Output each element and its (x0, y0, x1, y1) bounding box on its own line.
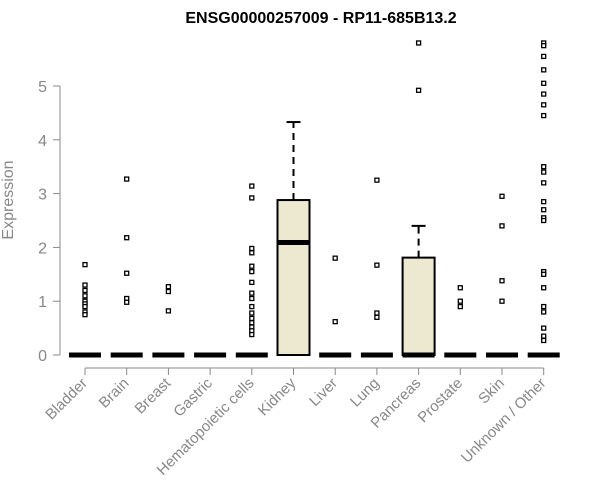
x-tick-label: Breast (132, 374, 175, 417)
outlier-point (332, 318, 338, 325)
box-group (319, 255, 352, 358)
chart-title: ENSG00000257009 - RP11-685B13.2 (185, 10, 456, 27)
outlier-point (415, 87, 422, 93)
outlier-point (249, 245, 255, 252)
outlier-point (457, 303, 463, 310)
outlier-point (541, 303, 547, 310)
x-tick-label: Lung (347, 375, 383, 411)
box-group (110, 176, 143, 358)
box-group (360, 177, 393, 358)
x-tick-label: Skin (475, 375, 508, 408)
outlier-point (541, 164, 547, 170)
box-group (235, 183, 268, 358)
outlier-point (249, 295, 255, 302)
box-group (276, 121, 311, 356)
box-group (401, 40, 436, 358)
outlier-point (249, 331, 255, 338)
outlier-point (541, 217, 547, 224)
y-tick-label: 0 (38, 348, 47, 365)
outlier-point (541, 53, 547, 60)
outlier-point (249, 250, 255, 256)
outlier-point (124, 235, 130, 241)
outlier-point (541, 325, 547, 331)
y-axis: 0 1 2 3 4 5 (38, 79, 61, 365)
outlier-point (541, 91, 547, 97)
outlier-point (249, 303, 255, 310)
box-series (69, 40, 560, 358)
outlier-point (499, 223, 505, 229)
outlier-point (82, 293, 88, 299)
outlier-point (457, 285, 463, 291)
y-tick-label: 1 (38, 294, 47, 311)
outlier-point (541, 102, 547, 108)
outlier-point (249, 268, 255, 275)
outlier-point (499, 193, 505, 199)
outlier-point (249, 263, 255, 269)
outlier-point (541, 309, 547, 315)
outlier-point (82, 261, 88, 268)
box-group (69, 261, 101, 358)
outlier-point (82, 282, 88, 288)
box-group (444, 285, 477, 358)
outlier-point (165, 288, 172, 295)
x-tick-label: Bladder (42, 375, 91, 424)
outlier-point (374, 177, 380, 183)
box-group (527, 40, 560, 358)
outlier-point (165, 308, 172, 314)
box-group (152, 284, 185, 358)
y-tick-label: 3 (38, 187, 47, 204)
y-tick-label: 2 (38, 240, 47, 257)
y-axis-label: Expression (0, 160, 17, 239)
box-iqr (276, 199, 311, 356)
box-iqr (401, 256, 436, 357)
outlier-point (541, 112, 547, 119)
outlier-point (249, 315, 255, 322)
outlier-point (249, 290, 255, 296)
outlier-point (499, 278, 505, 284)
outlier-point (541, 207, 547, 213)
outlier-point (249, 320, 255, 326)
outlier-point (165, 284, 172, 290)
outlier-point (374, 262, 380, 268)
outlier-point (374, 314, 380, 320)
y-tick-label: 4 (38, 133, 47, 150)
outlier-point (541, 333, 547, 339)
outlier-point (249, 195, 255, 201)
outlier-point (249, 310, 255, 316)
x-tick-label: Liver (306, 375, 341, 410)
outlier-point (541, 271, 547, 277)
x-tick-label: Kidney (255, 374, 300, 419)
outlier-point (332, 255, 338, 261)
y-tick-label: 5 (38, 79, 47, 96)
outlier-point (124, 299, 130, 305)
x-tick-label: Prostate (415, 375, 467, 427)
x-tick-label: Brain (96, 375, 133, 412)
outlier-point (124, 270, 130, 276)
outlier-point (249, 183, 255, 189)
outlier-point (124, 176, 130, 182)
outlier-point (457, 298, 463, 304)
outlier-point (541, 285, 547, 291)
outlier-point (541, 199, 547, 205)
outlier-point (541, 169, 547, 175)
outlier-point (415, 40, 422, 46)
outlier-point (374, 310, 380, 316)
outlier-point (82, 287, 88, 294)
box-group (486, 193, 518, 358)
outlier-point (541, 80, 547, 86)
outlier-point (541, 180, 547, 186)
outlier-point (541, 43, 547, 49)
outlier-point (541, 337, 547, 344)
outlier-point (82, 311, 88, 318)
outlier-point (249, 279, 255, 286)
outlier-point (541, 67, 547, 73)
outlier-point (499, 298, 505, 304)
outlier-point (82, 303, 88, 310)
